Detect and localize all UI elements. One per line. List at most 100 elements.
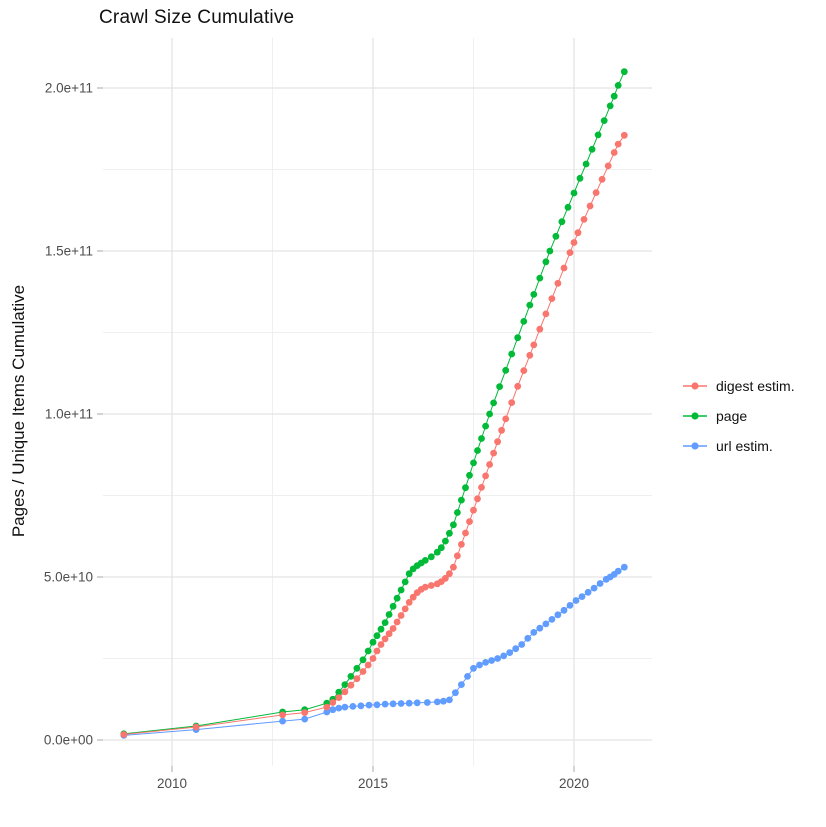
data-point — [610, 92, 618, 100]
data-point — [452, 689, 459, 697]
data-point — [584, 588, 592, 596]
data-point — [552, 232, 560, 240]
data-point — [490, 449, 497, 457]
data-point — [120, 731, 128, 738]
data-point — [554, 611, 562, 619]
url-estim-key-icon — [683, 442, 707, 450]
data-point — [341, 688, 349, 696]
data-point — [530, 291, 538, 298]
data-point — [450, 563, 457, 571]
data-point — [446, 529, 453, 537]
data-point — [586, 202, 594, 210]
data-point — [397, 586, 405, 594]
data-point — [466, 471, 473, 479]
data-point — [536, 274, 544, 282]
data-point — [482, 659, 489, 666]
data-point — [347, 673, 355, 680]
data-point — [512, 645, 520, 653]
data-point — [558, 218, 566, 226]
data-point — [590, 584, 598, 592]
data-point — [446, 570, 453, 578]
data-point — [335, 694, 343, 701]
data-point — [614, 140, 622, 148]
data-point — [502, 415, 510, 423]
data-point — [389, 700, 397, 708]
data-point — [520, 318, 528, 325]
data-point — [433, 548, 441, 556]
data-point — [450, 521, 457, 529]
data-point — [514, 382, 522, 390]
data-point — [494, 655, 501, 662]
data-point — [381, 700, 389, 708]
data-point — [592, 189, 600, 197]
data-point — [498, 426, 505, 434]
legend-item-digest-estim: digest estim. — [682, 377, 795, 395]
data-point — [526, 301, 534, 309]
data-point — [462, 484, 469, 492]
data-point — [514, 334, 522, 342]
data-point — [446, 696, 453, 704]
data-point — [369, 638, 377, 646]
data-point — [389, 625, 397, 632]
data-point — [405, 699, 413, 707]
data-point — [476, 661, 483, 669]
data-point — [488, 657, 495, 664]
data-point — [442, 537, 449, 545]
data-point — [389, 602, 397, 610]
data-point — [620, 68, 628, 76]
data-point — [478, 484, 485, 491]
data-point — [454, 509, 461, 516]
y-axis-tick-label: 2.0e+11 — [45, 81, 93, 96]
data-point — [335, 704, 343, 712]
data-point — [393, 594, 401, 602]
data-point — [566, 602, 574, 609]
data-point — [353, 675, 361, 683]
data-point — [466, 518, 473, 525]
digest-estim-key-icon — [683, 382, 707, 390]
x-axis-tick-label: 2015 — [358, 776, 388, 791]
y-axis-tick-label: 1.5e+11 — [45, 244, 93, 259]
data-point — [421, 583, 429, 591]
data-point — [582, 160, 590, 168]
data-point — [437, 544, 445, 552]
data-point — [401, 578, 409, 586]
data-point — [596, 580, 604, 587]
data-point — [542, 310, 550, 318]
data-point — [506, 649, 514, 656]
data-point — [458, 681, 465, 688]
data-point — [462, 529, 469, 537]
x-axis-tick-label: 2010 — [157, 776, 187, 791]
data-point — [570, 189, 578, 197]
data-point — [526, 351, 534, 359]
data-point — [604, 162, 612, 170]
data-point — [494, 438, 501, 446]
data-point — [369, 655, 377, 662]
data-point — [470, 506, 477, 514]
data-point — [578, 593, 586, 600]
data-point — [454, 552, 461, 560]
data-point — [385, 630, 393, 638]
data-point — [566, 249, 574, 256]
data-point — [560, 264, 568, 272]
data-point — [610, 149, 618, 156]
data-point — [423, 699, 431, 706]
data-point — [364, 647, 372, 655]
data-point — [409, 593, 417, 601]
page-key-icon — [683, 412, 707, 420]
data-point — [520, 367, 528, 374]
legend-label-page: page — [716, 408, 748, 424]
data-point — [574, 229, 582, 237]
data-point — [580, 216, 588, 223]
data-point — [576, 174, 584, 182]
data-point — [373, 632, 381, 640]
chart-title: Crawl Size Cumulative — [99, 7, 295, 28]
data-point — [470, 459, 477, 467]
y-axis-tick-label: 5.0e+10 — [44, 570, 93, 585]
data-point — [442, 574, 449, 582]
data-point — [364, 661, 372, 669]
data-point — [401, 605, 409, 613]
data-point — [373, 701, 381, 709]
data-point — [329, 699, 337, 706]
